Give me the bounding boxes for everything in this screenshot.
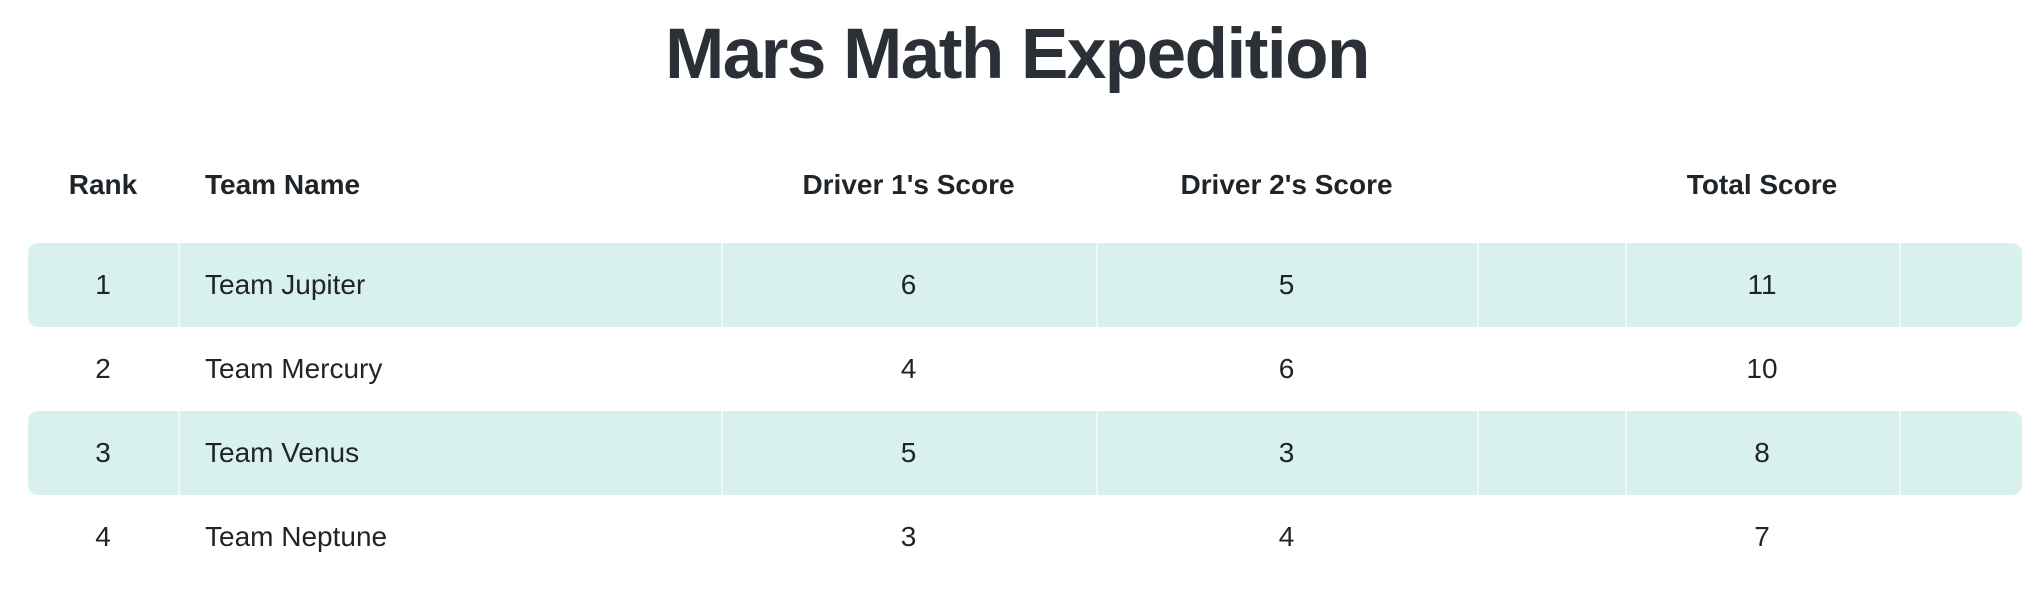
total-score-cell: 11 [1625,243,1899,327]
team-name-cell: Team Venus [178,411,721,495]
header-rank: Rank [68,169,138,200]
header-team-name: Team Name [205,169,361,200]
leaderboard-table: Rank Team Name Driver 1's Score Driver 2… [28,143,2022,579]
driver1-score-cell: 6 [721,243,1096,327]
table-row: 1 Team Jupiter 6 5 11 [28,243,2022,327]
rank-cell: 1 [28,243,178,327]
rank-cell: 4 [95,521,111,552]
driver2-score-cell: 4 [1278,521,1295,552]
spacer-cell [1477,327,1625,411]
header-spacer [1899,143,2022,243]
driver2-score-cell: 3 [1096,411,1477,495]
driver1-score-cell: 3 [900,521,917,552]
spacer-cell [1899,243,2022,327]
total-score-cell: 10 [1746,353,1778,384]
spacer-cell [1477,411,1625,495]
header-driver1-score: Driver 1's Score [802,169,1015,200]
table-row: 4 Team Neptune 3 4 7 [28,495,2022,579]
page-title: Mars Math Expedition [665,15,1370,94]
total-score-cell: 8 [1625,411,1899,495]
rank-cell: 3 [28,411,178,495]
spacer-cell [1899,411,2022,495]
header-row: Rank Team Name Driver 1's Score Driver 2… [28,143,2022,243]
spacer-cell [1477,495,1625,579]
driver1-score-cell: 4 [900,353,917,384]
spacer-cell [1477,243,1625,327]
team-name-cell: Team Neptune [205,521,388,552]
header-spacer [1477,143,1625,243]
table-row: 2 Team Mercury 4 6 10 [28,327,2022,411]
header-total-score: Total Score [1686,169,1838,200]
team-name-cell: Team Jupiter [178,243,721,327]
spacer-cell [1899,495,2022,579]
driver2-score-cell: 6 [1278,353,1295,384]
driver1-score-cell: 5 [721,411,1096,495]
table-row: 3 Team Venus 5 3 8 [28,411,2022,495]
header-driver2-score: Driver 2's Score [1180,169,1393,200]
total-score-cell: 7 [1754,521,1770,552]
spacer-cell [1899,327,2022,411]
rank-cell: 2 [95,353,111,384]
driver2-score-cell: 5 [1096,243,1477,327]
team-name-cell: Team Mercury [205,353,383,384]
